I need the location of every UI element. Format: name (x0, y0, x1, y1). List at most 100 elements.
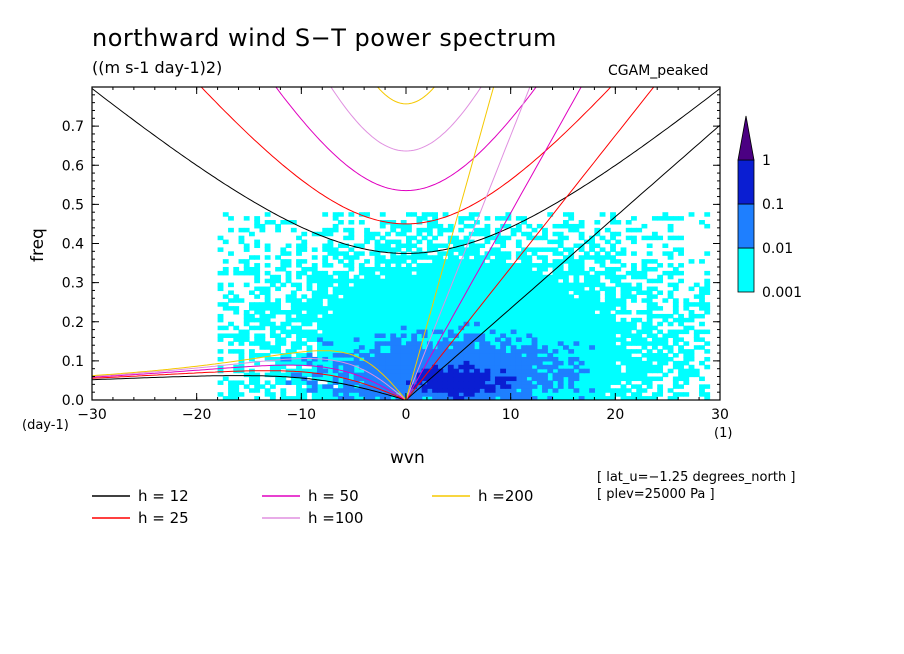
power-cell-0.001 (301, 302, 308, 307)
power-cell-0.001 (641, 341, 648, 346)
power-cell-0.001 (327, 302, 334, 307)
power-cell-0.001 (646, 259, 653, 264)
power-cell-0.001 (259, 353, 266, 358)
power-cell-0.01 (306, 388, 313, 393)
power-cell-0.001 (589, 255, 595, 260)
power-cell-0.001 (296, 333, 302, 338)
power-cell-0.001 (327, 317, 334, 323)
power-cell-0.001 (542, 263, 548, 268)
power-cell-0.001 (494, 239, 501, 245)
power-cell-0.001 (568, 388, 575, 393)
power-cell-0.001 (458, 306, 465, 311)
power-cell-0.001 (468, 247, 475, 252)
power-cell-0.001 (317, 317, 323, 323)
power-cell-0.01 (416, 345, 423, 350)
power-cell-0.001 (557, 321, 564, 327)
power-cell-0.001 (453, 298, 459, 303)
power-cell-0.001 (510, 286, 517, 292)
power-cell-0.001 (547, 278, 554, 284)
power-cell-0.001 (526, 310, 533, 315)
power-cell-0.001 (447, 313, 454, 319)
power-cell-0.01 (411, 360, 418, 366)
power-cell-0.001 (243, 372, 250, 378)
power-cell-0.001 (678, 251, 684, 256)
power-cell-0.001 (521, 333, 527, 338)
power-cell-0.001 (474, 325, 480, 331)
power-cell-0.01 (568, 372, 575, 378)
power-cell-0.001 (615, 220, 622, 225)
power-cell-0.001 (620, 321, 627, 327)
power-cell-0.01 (395, 337, 402, 342)
power-cell-0.001 (400, 306, 407, 311)
power-cell-0.001 (269, 392, 276, 397)
power-cell-0.001 (233, 392, 240, 397)
power-cell-0.001 (526, 223, 533, 229)
power-cell-0.001 (322, 388, 329, 393)
power-cell-0.001 (254, 278, 261, 284)
power-cell-0.01 (468, 337, 475, 342)
power-cell-0.001 (447, 321, 454, 327)
power-cell-0.001 (604, 345, 611, 350)
power-cell-0.001 (437, 278, 444, 284)
power-cell-0.001 (667, 313, 674, 319)
power-cell-0.001 (285, 243, 292, 249)
power-cell-0.001 (458, 321, 465, 327)
power-cell-0.01 (542, 364, 548, 370)
power-cell-0.001 (625, 294, 632, 299)
power-cell-0.001 (311, 368, 318, 374)
power-cell-0.001 (505, 223, 512, 229)
power-cell-0.01 (400, 345, 407, 350)
power-cell-0.01 (421, 360, 428, 366)
power-cell-0.001 (515, 333, 522, 338)
power-cell-0.001 (620, 290, 627, 295)
power-cell-0.001 (563, 376, 569, 382)
power-cell-0.001 (379, 298, 386, 303)
power-cell-0.001 (594, 298, 601, 303)
power-cell-0.001 (484, 333, 491, 338)
power-cell-0.001 (238, 356, 245, 362)
power-cell-0.001 (228, 388, 234, 393)
power-cell-0.001 (353, 306, 360, 311)
power-cell-0.001 (573, 259, 580, 264)
power-cell-0.001 (573, 337, 580, 342)
power-cell-0.001 (348, 310, 355, 315)
power-cell-0.001 (311, 294, 318, 299)
y-tick-label: 0.2 (62, 315, 84, 331)
power-cell-0.001 (678, 247, 684, 252)
dataset-label: CGAM_peaked (608, 63, 709, 79)
power-cell-0.01 (521, 368, 527, 374)
power-cell-0.01 (374, 392, 381, 397)
power-cell-0.01 (494, 360, 501, 366)
power-cell-0.001 (573, 282, 580, 288)
power-cell-0.01 (379, 356, 386, 362)
power-cell-0.001 (306, 313, 313, 319)
power-cell-0.001 (484, 313, 491, 319)
power-cell-0.001 (254, 337, 261, 342)
power-cell-0.001 (636, 290, 643, 295)
power-cell-0.001 (594, 353, 601, 358)
power-cell-0.001 (233, 380, 240, 385)
power-cell-0.001 (510, 333, 517, 338)
power-cell-0.01 (364, 368, 370, 374)
power-cell-0.001 (604, 376, 611, 382)
power-cell-0.01 (400, 376, 407, 382)
power-cell-0.001 (426, 396, 433, 400)
power-cell-0.001 (348, 212, 355, 217)
power-cell-0.001 (536, 255, 543, 260)
power-cell-0.1 (458, 380, 465, 385)
power-cell-0.001 (332, 278, 339, 284)
power-cell-0.001 (667, 223, 674, 229)
power-cell-0.1 (432, 368, 438, 374)
colorbar-extension (737, 115, 755, 161)
power-cell-0.001 (547, 298, 554, 303)
power-cell-0.001 (563, 317, 569, 323)
power-cell-0.001 (254, 302, 261, 307)
power-cell-0.001 (515, 294, 522, 299)
power-cell-0.1 (432, 376, 438, 382)
power-cell-0.001 (301, 396, 308, 400)
power-cell-0.01 (395, 360, 402, 366)
power-cell-0.001 (327, 294, 334, 299)
power-cell-0.001 (353, 243, 360, 249)
power-cell-0.001 (416, 255, 423, 260)
power-cell-0.01 (521, 376, 527, 382)
